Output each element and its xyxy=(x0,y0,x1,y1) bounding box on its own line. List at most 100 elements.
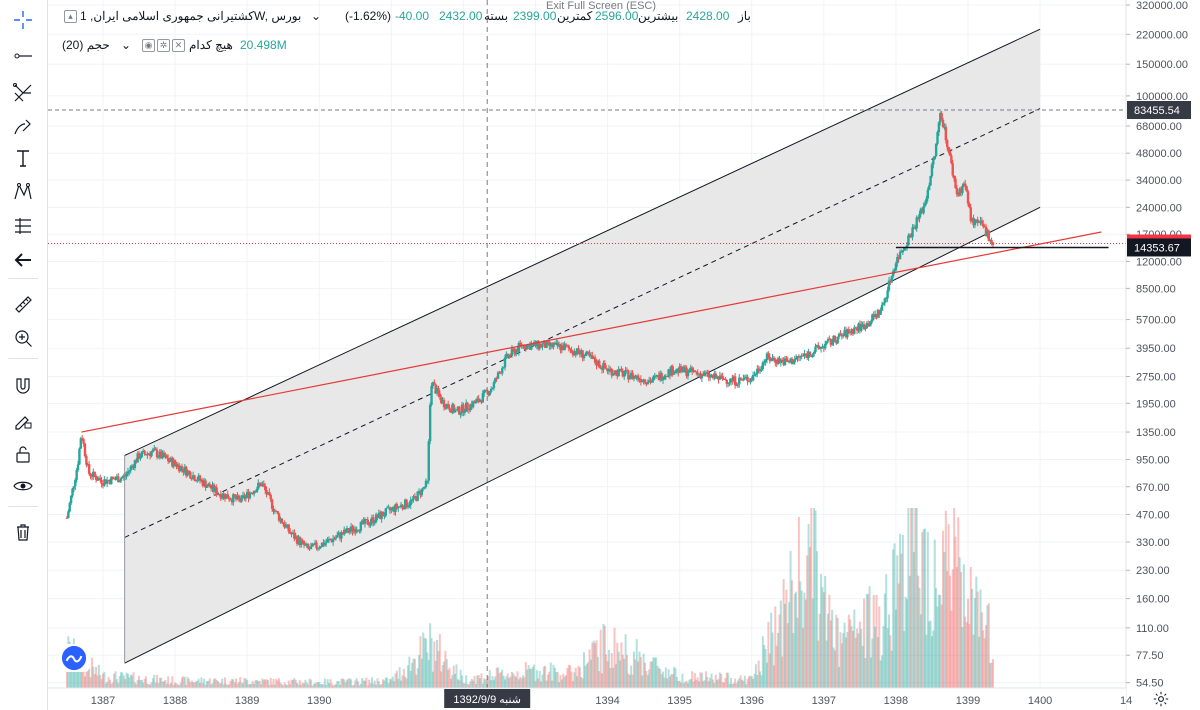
volume-bar xyxy=(412,658,415,688)
candle-body xyxy=(359,521,363,531)
brush-icon[interactable] xyxy=(7,112,39,140)
volume-bar xyxy=(851,630,854,688)
volume-bar xyxy=(806,555,809,688)
candle-body xyxy=(656,374,659,376)
text-icon[interactable] xyxy=(7,144,39,172)
volume-bar xyxy=(673,666,676,688)
unlock-icon[interactable] xyxy=(7,440,39,468)
candle-body xyxy=(197,475,200,481)
eye-toggle-icon[interactable]: ◉ xyxy=(142,39,155,53)
candle-body xyxy=(316,547,320,549)
volume-bar xyxy=(311,685,314,688)
candle-body xyxy=(237,495,241,499)
gear-icon[interactable] xyxy=(1150,689,1172,709)
crosshair-icon[interactable] xyxy=(7,6,39,34)
change-pct: (-1.62%) xyxy=(345,9,392,23)
volume-bar xyxy=(296,683,299,688)
candle-body xyxy=(272,508,275,512)
candle-body xyxy=(574,351,577,355)
candle-body xyxy=(196,480,199,482)
candle-body xyxy=(132,465,135,469)
ruler-icon[interactable] xyxy=(7,290,39,318)
candle-body xyxy=(258,482,261,484)
volume-bar xyxy=(253,683,256,688)
pitchfork-icon[interactable] xyxy=(7,78,39,106)
candle-body xyxy=(559,344,562,351)
horizontal-line-icon[interactable] xyxy=(7,42,39,70)
volume-bar xyxy=(829,620,832,688)
candle-body xyxy=(896,257,899,264)
lock-drawing-icon[interactable] xyxy=(7,406,39,434)
candle-body xyxy=(602,363,605,370)
volume-bar xyxy=(154,682,157,688)
volume-bar xyxy=(709,677,712,688)
volume-bar xyxy=(115,679,118,688)
candle-body xyxy=(369,522,372,525)
volume-bar xyxy=(122,675,125,688)
volume-bar xyxy=(90,657,93,688)
candle-body xyxy=(182,468,185,473)
back-arrow-icon[interactable] xyxy=(7,246,39,274)
volume-bar xyxy=(522,675,525,688)
candle-body xyxy=(230,499,234,503)
tv-logo-icon[interactable] xyxy=(59,644,89,672)
candle-body xyxy=(625,370,629,372)
candle-body xyxy=(616,370,619,377)
candle-body xyxy=(944,126,948,141)
candle-body xyxy=(251,492,254,494)
pattern-icon[interactable] xyxy=(7,178,39,206)
candle-body xyxy=(822,346,826,349)
candle-body xyxy=(184,466,188,476)
candle-body xyxy=(153,448,156,450)
volume-bar xyxy=(168,684,171,688)
volume-bar xyxy=(497,667,500,688)
magnet-icon[interactable] xyxy=(7,372,39,400)
volume-bar xyxy=(721,682,724,688)
volume-bar xyxy=(225,683,228,688)
volume-chevron-icon[interactable]: ⌄ xyxy=(121,38,132,52)
symbol-chevron-icon[interactable]: ⌄ xyxy=(311,9,322,23)
candle-body xyxy=(334,537,338,539)
candle-body xyxy=(563,344,566,351)
candle-body xyxy=(753,374,756,376)
collapse-legend-icon[interactable]: ▴ xyxy=(64,10,77,24)
volume-bar xyxy=(790,580,793,688)
candle-body xyxy=(168,461,171,463)
volume-bar xyxy=(124,678,127,688)
volume-bar xyxy=(614,664,617,688)
volume-bar xyxy=(517,679,520,688)
volume-label[interactable]: حجم (20) xyxy=(62,38,110,52)
candle-body xyxy=(498,372,501,374)
volume-bar xyxy=(153,674,156,688)
candle-body xyxy=(749,378,752,382)
settings-small-icon[interactable]: ✲ xyxy=(157,39,170,53)
eye-icon[interactable] xyxy=(7,472,39,500)
volume-bar xyxy=(197,678,200,688)
candle-body xyxy=(514,349,518,355)
exit-fullscreen-hint[interactable]: Exit Full Screen (ESC) xyxy=(541,0,661,16)
candle-body xyxy=(268,492,271,495)
volume-bar xyxy=(612,667,615,688)
candle-body xyxy=(320,542,324,547)
candle-body xyxy=(349,526,353,531)
volume-bar xyxy=(146,683,149,688)
candle-body xyxy=(932,159,935,165)
zoom-in-icon[interactable] xyxy=(7,324,39,352)
candle-body xyxy=(638,378,641,380)
volume-bar xyxy=(814,510,817,688)
candle-body xyxy=(354,528,357,533)
candle-body xyxy=(173,460,177,465)
volume-bar xyxy=(125,672,128,688)
candle-body xyxy=(722,378,726,380)
symbol-title[interactable]: کشتیرانی جمهوری اسلامی ایران, 1W, بورس xyxy=(80,9,302,23)
volume-bar xyxy=(535,670,538,688)
candle-body xyxy=(115,476,119,480)
price-tick-label: 670.00 xyxy=(1136,482,1170,494)
candle-body xyxy=(645,382,648,385)
candle-body xyxy=(392,506,396,512)
volume-bar xyxy=(351,685,354,688)
fib-icon[interactable] xyxy=(7,212,39,240)
trash-icon[interactable] xyxy=(7,518,39,546)
remove-icon[interactable]: ✕ xyxy=(172,39,185,53)
